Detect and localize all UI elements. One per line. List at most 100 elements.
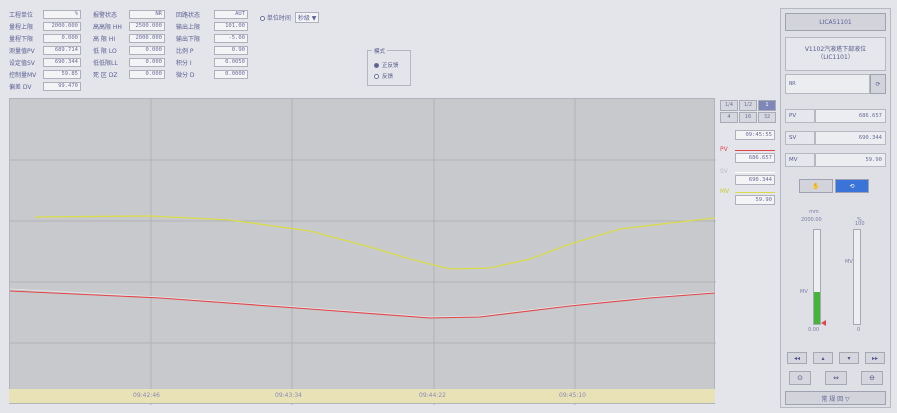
mv-legend-line [735, 192, 775, 193]
alarm-status: NR [785, 74, 870, 94]
trend-svg [10, 99, 716, 405]
param-row: 设定值SV 690.344 [9, 58, 81, 67]
zoom-button[interactable]: 1/2 [739, 100, 757, 111]
param-row: 低低限LL 0.000 [93, 58, 165, 67]
param-value[interactable]: 2000.000 [129, 34, 165, 43]
param-label: 工程单位 [9, 12, 34, 19]
param-row: 微分 D 0.0000 [176, 70, 248, 79]
param-value[interactable]: % [43, 10, 81, 19]
param-value[interactable]: 0.90 [214, 46, 248, 55]
sort-radio[interactable] [260, 16, 265, 21]
tuning-button[interactable]: ⇔ [825, 371, 847, 385]
param-label: 低低限LL [93, 60, 118, 67]
mode-group: 模式 正反馈 反馈 [367, 47, 411, 86]
zoom-buttons: 1/4 1/2 1 4 16 32 [720, 100, 776, 123]
time-label: 09:45:10 [559, 392, 586, 399]
mv-readout: 59.90 [735, 195, 775, 205]
param-row: 量程上限 2000.000 [9, 22, 81, 31]
pv-bar [813, 229, 821, 325]
zoom-button[interactable]: 32 [758, 112, 776, 123]
param-value[interactable]: 0.0050 [214, 58, 248, 67]
param-value[interactable]: 0.0000 [214, 70, 248, 79]
param-label: 低 限 LO [93, 48, 117, 55]
radio-icon [374, 62, 379, 68]
time-unit-select[interactable]: 秒级 ▼ [294, 12, 320, 23]
trend-plot[interactable] [9, 98, 716, 405]
pv-bar-fill [814, 292, 820, 324]
param-row: 回路状态 AUT [176, 10, 248, 19]
mode-option-positive[interactable]: 正反馈 [374, 61, 399, 69]
param-value[interactable]: 689.714 [43, 46, 81, 55]
param-value[interactable]: AUT [214, 10, 248, 19]
decrease-button[interactable]: ▾ [839, 352, 859, 364]
cursor-time-readout: 09:45:55 [735, 130, 775, 140]
mv-bar-top: 100 [855, 221, 865, 227]
fast-increase-button[interactable]: ▸▸ [865, 352, 885, 364]
param-label: 比例 P [176, 48, 194, 55]
param-label: 输出上限 [176, 24, 201, 31]
param-value[interactable]: 0.000 [43, 34, 81, 43]
mode-option-negative[interactable]: 反馈 [374, 72, 393, 80]
param-row: 高高限 HH 2500.000 [93, 22, 165, 31]
param-value[interactable]: 101.00 [214, 22, 248, 31]
param-label: 控制量MV [9, 72, 37, 79]
param-value[interactable]: 0.000 [129, 46, 165, 55]
param-value[interactable]: 2500.000 [129, 22, 165, 31]
param-label: 量程上限 [9, 24, 34, 31]
settings-button[interactable]: ⊖ [861, 371, 883, 385]
zoom-button[interactable]: 1 [758, 100, 776, 111]
mode-title: 模式 [372, 47, 388, 55]
zoom-button[interactable]: 16 [739, 112, 757, 123]
param-value[interactable]: 0.000 [129, 70, 165, 79]
mv-bar-bottom: 0 [857, 327, 861, 333]
param-value[interactable]: 0.000 [129, 58, 165, 67]
bar-unit: mm [809, 209, 819, 215]
sv-row[interactable]: SV 690.344 [785, 131, 886, 145]
ack-button[interactable]: ⟳ [870, 74, 886, 94]
time-label: 09:42:46 [133, 392, 160, 399]
manual-mode-button[interactable]: ✋ [799, 179, 833, 193]
tag-button[interactable]: LICA51101 [785, 13, 886, 31]
param-label: 微分 D [176, 72, 195, 79]
mv-row[interactable]: MV 59.90 [785, 153, 886, 167]
alarm-row: NR ⟳ [785, 74, 886, 94]
param-label: 高高限 HH [93, 24, 122, 31]
trend-button[interactable]: ⊙ [789, 371, 811, 385]
mv-value[interactable]: 59.90 [815, 153, 886, 167]
zoom-button[interactable]: 1/4 [720, 100, 738, 111]
time-axis: 09:42:46 09:43:34 09:44:22 09:45:10 [9, 389, 715, 403]
pv-value: 686.657 [815, 109, 886, 123]
param-label: 积分 I [176, 60, 192, 67]
param-label: 高 限 HI [93, 36, 116, 43]
param-row: 低 限 LO 0.000 [93, 46, 165, 55]
sort-time-label: 单位时间 秒级 ▼ [260, 12, 320, 23]
pct-label: % [857, 217, 862, 223]
sv-legend-line [735, 172, 775, 173]
param-value[interactable]: -5.00 [214, 34, 248, 43]
param-label: 输出下限 [176, 36, 201, 43]
param-value[interactable]: 99.470 [43, 82, 81, 91]
auto-mode-button[interactable]: ⟲ [835, 179, 869, 193]
refresh-icon: ⟳ [875, 80, 881, 88]
settings-icon: ⊖ [869, 374, 875, 382]
param-value[interactable]: 59.85 [43, 70, 81, 79]
sv-value[interactable]: 690.344 [815, 131, 886, 145]
param-label: 设定值SV [9, 60, 35, 67]
pv-readout: 686.657 [735, 153, 775, 163]
param-value[interactable]: 690.344 [43, 58, 81, 67]
pv-bar-sv-label: MV [800, 289, 808, 295]
fast-decrease-button[interactable]: ◂◂ [787, 352, 807, 364]
param-value[interactable]: NR [129, 10, 165, 19]
increase-button[interactable]: ▴ [813, 352, 833, 364]
sv-tag: SV [720, 168, 728, 175]
param-value[interactable]: 2000.000 [43, 22, 81, 31]
sv-marker-icon [821, 320, 826, 326]
pv-legend-line [735, 150, 775, 151]
hand-icon: ✋ [812, 182, 820, 190]
normal-loop-button[interactable]: 常 规 回 ▽ [785, 391, 886, 405]
param-row: 控制量MV 59.85 [9, 70, 81, 79]
sv-trend-line [10, 288, 716, 318]
trend-icon: ⊙ [797, 374, 803, 382]
zoom-button[interactable]: 4 [720, 112, 738, 123]
